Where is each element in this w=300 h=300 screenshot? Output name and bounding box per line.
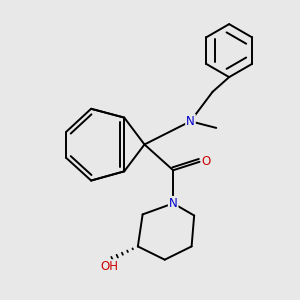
Text: O: O bbox=[202, 155, 211, 168]
Text: N: N bbox=[169, 197, 178, 210]
Text: N: N bbox=[186, 115, 195, 128]
Text: OH: OH bbox=[100, 260, 118, 273]
